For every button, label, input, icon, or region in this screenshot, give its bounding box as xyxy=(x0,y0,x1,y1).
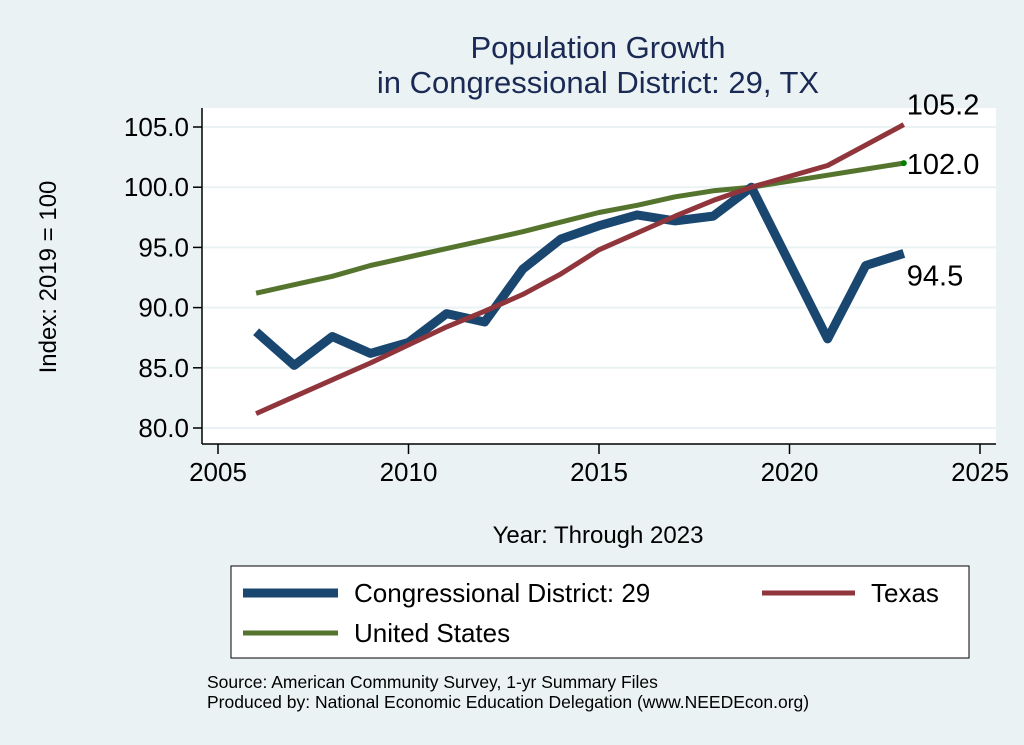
x-tick-label: 2025 xyxy=(951,457,1009,487)
legend-label-texas: Texas xyxy=(871,578,939,608)
end-label-texas: 105.2 xyxy=(907,90,980,122)
y-tick-label: 80.0 xyxy=(138,413,189,443)
x-tick-label: 2015 xyxy=(570,457,628,487)
x-tick-label: 2010 xyxy=(380,457,438,487)
gridlines xyxy=(203,126,996,429)
x-tick-label: 2005 xyxy=(189,457,247,487)
chart-title-line-2: in Congressional District: 29, TX xyxy=(377,65,820,100)
chart-title-line-1: Population Growth xyxy=(470,30,725,65)
end-label-us: 102.0 xyxy=(907,149,980,181)
y-tick-label: 85.0 xyxy=(138,353,189,383)
legend: Congressional District: 29 Texas United … xyxy=(230,565,970,659)
y-tick-label: 100.0 xyxy=(124,172,189,202)
us-end-marker xyxy=(900,160,907,167)
end-label-district: 94.5 xyxy=(907,260,963,292)
source-note: Source: American Community Survey, 1-yr … xyxy=(207,672,658,692)
y-tick-label: 95.0 xyxy=(138,232,189,262)
x-tick-label: 2020 xyxy=(761,457,819,487)
x-ticks: 2005 2010 2015 2020 2025 xyxy=(189,444,1009,487)
series xyxy=(253,122,907,416)
producer-note: Produced by: National Economic Education… xyxy=(207,692,809,712)
end-labels: 94.5 105.2 102.0 xyxy=(907,90,980,293)
legend-label-district: Congressional District: 29 xyxy=(354,578,650,608)
legend-box xyxy=(230,565,970,659)
legend-label-us: United States xyxy=(354,618,510,648)
plot-area xyxy=(202,108,996,444)
series-line-texas xyxy=(255,122,905,416)
series-line-district xyxy=(253,182,906,370)
y-tick-label: 105.0 xyxy=(124,112,189,142)
y-tick-label: 90.0 xyxy=(138,293,189,323)
series-line-us xyxy=(255,160,905,296)
y-ticks: 80.0 85.0 90.0 95.0 100.0 105.0 xyxy=(124,112,202,443)
x-axis-title: Year: Through 2023 xyxy=(493,522,704,549)
y-axis-title: Index: 2019 = 100 xyxy=(35,181,62,374)
